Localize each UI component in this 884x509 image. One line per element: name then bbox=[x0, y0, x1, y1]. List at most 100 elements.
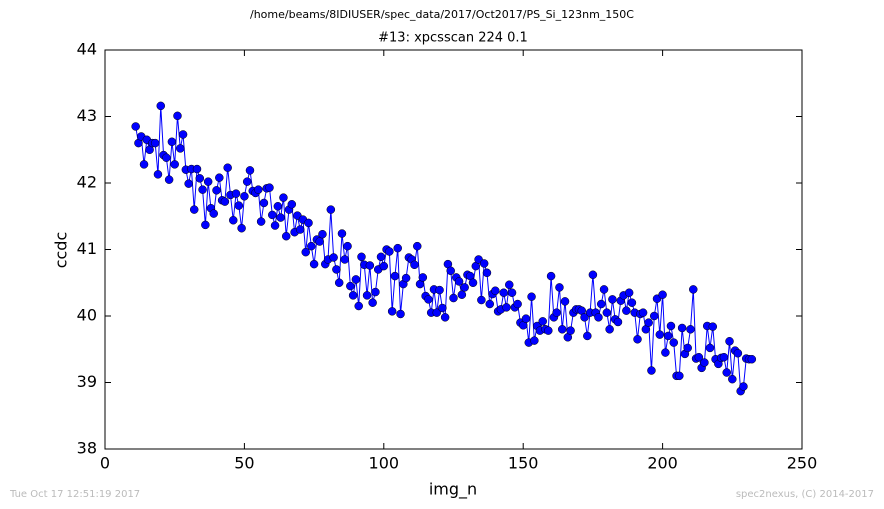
data-point bbox=[362, 291, 372, 300]
data-point bbox=[725, 337, 734, 346]
data-point bbox=[557, 325, 567, 334]
data-point bbox=[156, 101, 166, 111]
data-point bbox=[379, 261, 389, 271]
data-point bbox=[446, 266, 455, 276]
x-tick-label: 0 bbox=[100, 454, 110, 473]
data-point bbox=[387, 307, 397, 316]
data-point bbox=[326, 205, 336, 214]
data-point bbox=[649, 311, 659, 321]
data-point bbox=[454, 277, 464, 286]
data-point bbox=[178, 130, 188, 139]
data-point bbox=[477, 295, 486, 305]
data-point bbox=[733, 348, 743, 358]
y-tick-label: 43 bbox=[77, 106, 97, 125]
data-point bbox=[309, 259, 319, 269]
data-point bbox=[351, 275, 361, 284]
data-point bbox=[719, 352, 729, 362]
data-point bbox=[689, 285, 698, 294]
data-point bbox=[340, 255, 350, 264]
data-point bbox=[393, 243, 402, 253]
x-tick-label: 250 bbox=[787, 454, 818, 473]
data-point bbox=[315, 237, 324, 246]
data-point bbox=[602, 308, 612, 317]
data-point bbox=[198, 185, 207, 194]
data-point bbox=[413, 241, 422, 251]
data-point bbox=[281, 231, 291, 241]
y-tick-label: 38 bbox=[77, 439, 97, 458]
data-point bbox=[638, 308, 648, 317]
data-point bbox=[131, 122, 140, 131]
data-point bbox=[663, 331, 673, 341]
data-point bbox=[544, 326, 553, 335]
data-point bbox=[622, 306, 631, 315]
data-point bbox=[583, 331, 592, 341]
data-point bbox=[580, 313, 589, 322]
data-point bbox=[228, 215, 238, 225]
x-tick-label: 100 bbox=[369, 454, 400, 473]
data-point bbox=[449, 293, 458, 303]
data-point bbox=[231, 189, 241, 198]
data-point bbox=[485, 299, 494, 309]
data-point bbox=[192, 164, 202, 174]
data-point bbox=[435, 285, 444, 295]
y-tick-label: 40 bbox=[77, 306, 97, 325]
data-point bbox=[279, 193, 288, 202]
data-point bbox=[627, 298, 637, 307]
data-point bbox=[722, 368, 731, 377]
data-point bbox=[396, 309, 405, 319]
data-point bbox=[410, 260, 419, 270]
y-tick-label: 39 bbox=[77, 372, 97, 391]
data-point bbox=[203, 177, 213, 186]
data-point bbox=[318, 229, 327, 239]
data-point bbox=[655, 330, 665, 339]
x-tick-label: 200 bbox=[647, 454, 678, 473]
data-point bbox=[304, 218, 313, 228]
data-point bbox=[658, 290, 667, 299]
data-point bbox=[432, 308, 442, 317]
y-tick-label: 41 bbox=[77, 239, 97, 258]
data-point bbox=[332, 265, 341, 274]
y-tick-label: 44 bbox=[77, 40, 97, 59]
data-point bbox=[566, 326, 575, 335]
data-point bbox=[728, 374, 737, 384]
data-point bbox=[633, 335, 642, 344]
data-point bbox=[555, 283, 564, 292]
data-point bbox=[268, 210, 277, 220]
data-point bbox=[457, 290, 467, 299]
data-point bbox=[597, 299, 606, 309]
data-point bbox=[552, 308, 561, 317]
data-point bbox=[708, 322, 718, 331]
data-point bbox=[334, 278, 344, 287]
data-point bbox=[259, 198, 269, 208]
data-point bbox=[223, 163, 232, 172]
data-point bbox=[468, 278, 478, 287]
data-point bbox=[234, 201, 244, 210]
data-point bbox=[348, 291, 358, 300]
data-point bbox=[209, 209, 218, 218]
data-point bbox=[390, 271, 400, 281]
data-point bbox=[212, 186, 221, 195]
data-point bbox=[666, 321, 676, 331]
y-tick-label: 42 bbox=[77, 173, 97, 192]
x-tick-label: 50 bbox=[234, 454, 254, 473]
footer-left: Tue Oct 17 12:51:19 2017 bbox=[9, 489, 140, 500]
data-point bbox=[329, 253, 338, 262]
data-point bbox=[270, 221, 280, 230]
data-point bbox=[385, 247, 394, 256]
data-point bbox=[287, 200, 297, 209]
data-point bbox=[245, 166, 255, 175]
data-point bbox=[527, 292, 536, 301]
footer-right: spec2nexus, (C) 2014-2017 bbox=[736, 489, 874, 500]
data-point bbox=[254, 185, 263, 194]
data-point bbox=[530, 336, 539, 345]
chart-title: #13: xpcsscan 224 0.1 bbox=[378, 31, 528, 46]
data-point bbox=[546, 271, 556, 281]
x-axis-label: img_n bbox=[429, 480, 477, 500]
data-point bbox=[237, 223, 246, 233]
data-point bbox=[624, 288, 634, 297]
data-point bbox=[491, 286, 500, 295]
data-point bbox=[560, 297, 570, 306]
data-point bbox=[594, 313, 603, 322]
data-point bbox=[538, 317, 547, 326]
